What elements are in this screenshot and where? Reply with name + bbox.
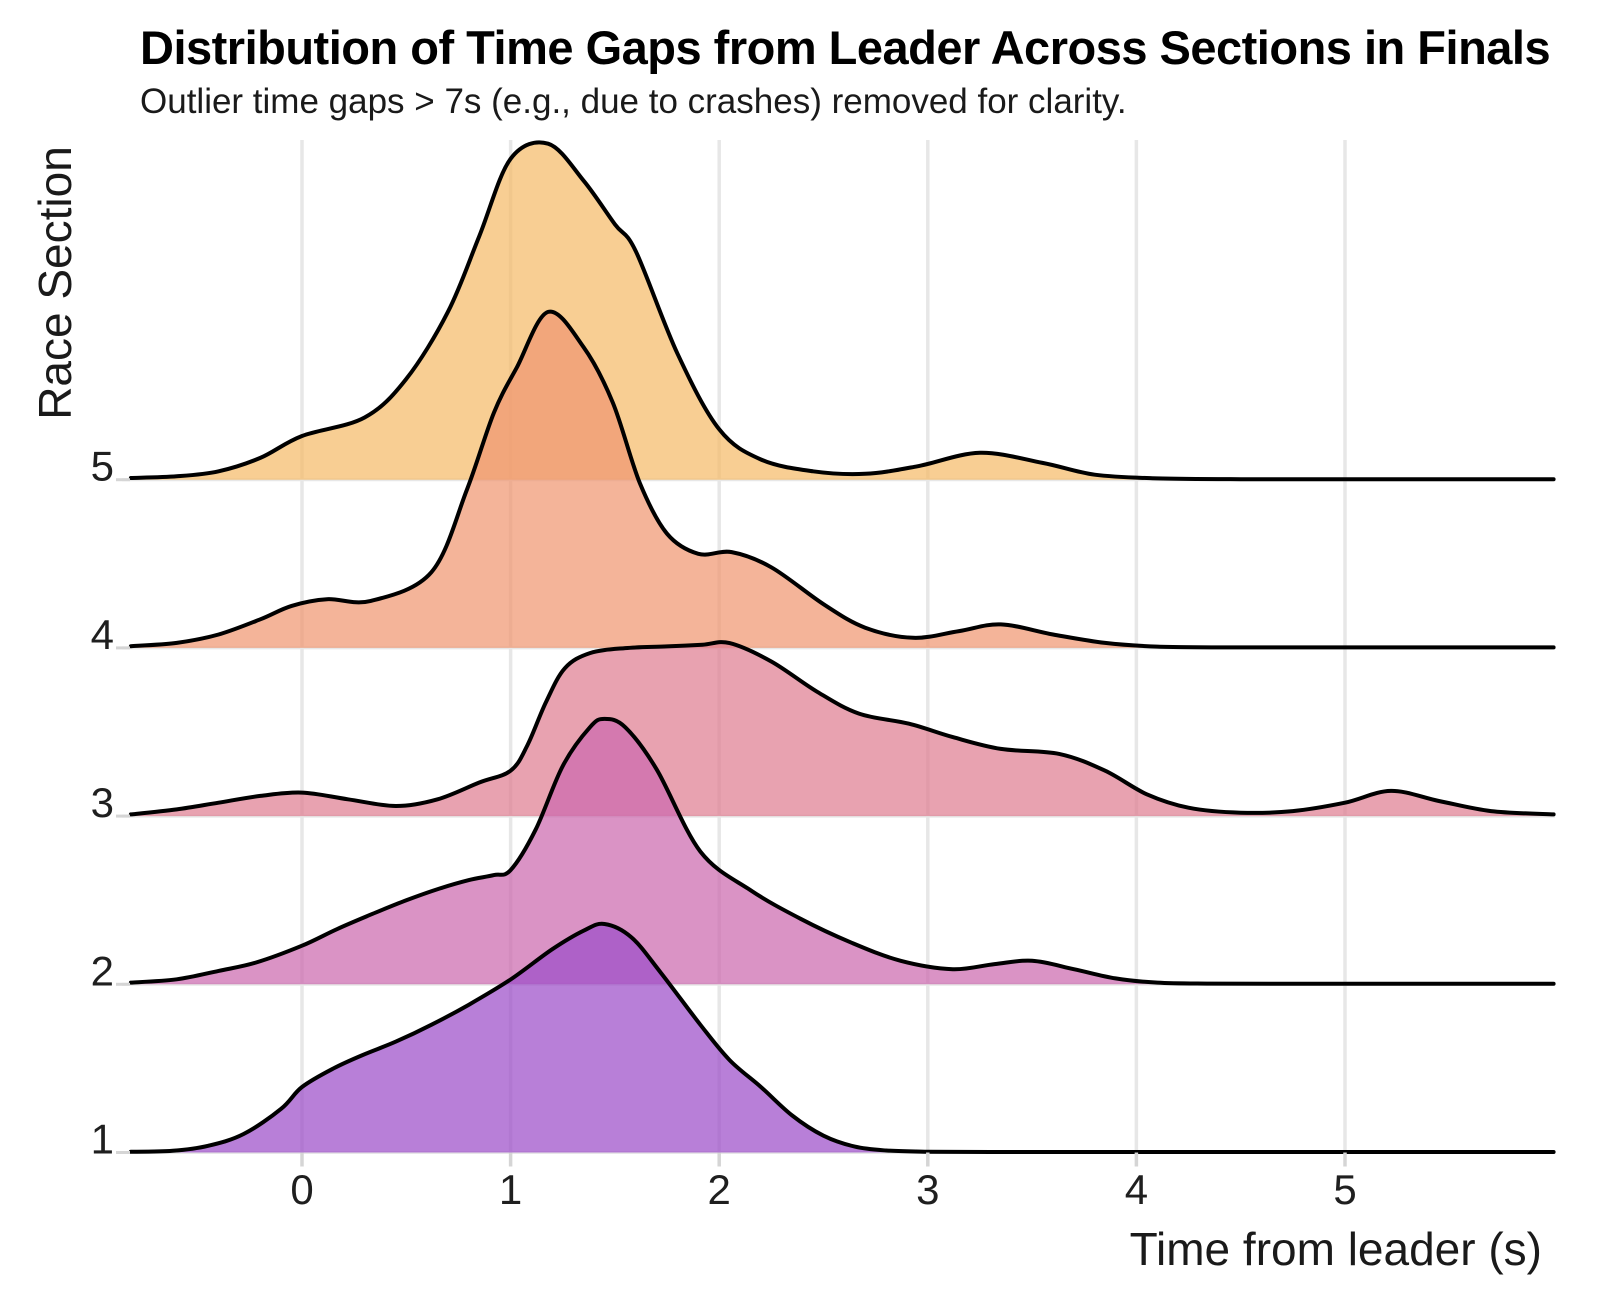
ridge-section-3 bbox=[128, 640, 1556, 817]
density-outline bbox=[128, 640, 1556, 817]
ridge-section-1 bbox=[128, 921, 1556, 1155]
density-fill bbox=[130, 642, 1554, 817]
y-axis-title: Race Section bbox=[29, 146, 81, 420]
ridge-section-4 bbox=[128, 309, 1556, 650]
ridge-section-5 bbox=[128, 140, 1556, 482]
y-tick-labels: 5 4 3 2 1 bbox=[91, 443, 114, 1163]
y-tick-label: 3 bbox=[91, 779, 114, 826]
density-fill bbox=[130, 311, 1554, 648]
x-tick-label: 5 bbox=[1333, 1166, 1356, 1213]
density-fill bbox=[130, 142, 1554, 480]
density-outline bbox=[128, 716, 1556, 986]
density-outline bbox=[128, 140, 1556, 482]
x-tick-labels: 0 1 2 3 4 5 bbox=[290, 1166, 1356, 1213]
density-outline bbox=[128, 309, 1556, 650]
x-tick-label: 3 bbox=[916, 1166, 939, 1213]
axis-ticks bbox=[116, 478, 1347, 1167]
chart-title: Distribution of Time Gaps from Leader Ac… bbox=[140, 21, 1551, 74]
chart-subtitle: Outlier time gaps > 7s (e.g., due to cra… bbox=[140, 82, 1127, 121]
x-tick-label: 1 bbox=[499, 1166, 522, 1213]
x-tick-label: 2 bbox=[708, 1166, 731, 1213]
ridge-section-2 bbox=[128, 716, 1556, 986]
density-fill bbox=[130, 718, 1554, 985]
y-tick-label: 2 bbox=[91, 947, 114, 994]
y-tick-label: 1 bbox=[91, 1116, 114, 1163]
y-tick-label: 5 bbox=[91, 443, 114, 490]
y-tick-label: 4 bbox=[91, 611, 114, 658]
x-tick-label: 4 bbox=[1125, 1166, 1148, 1213]
density-outline bbox=[128, 921, 1556, 1155]
density-ridges bbox=[128, 140, 1556, 1155]
density-fill bbox=[130, 923, 1554, 1153]
x-tick-label: 0 bbox=[290, 1166, 313, 1213]
x-axis-title: Time from leader (s) bbox=[1129, 1223, 1542, 1275]
